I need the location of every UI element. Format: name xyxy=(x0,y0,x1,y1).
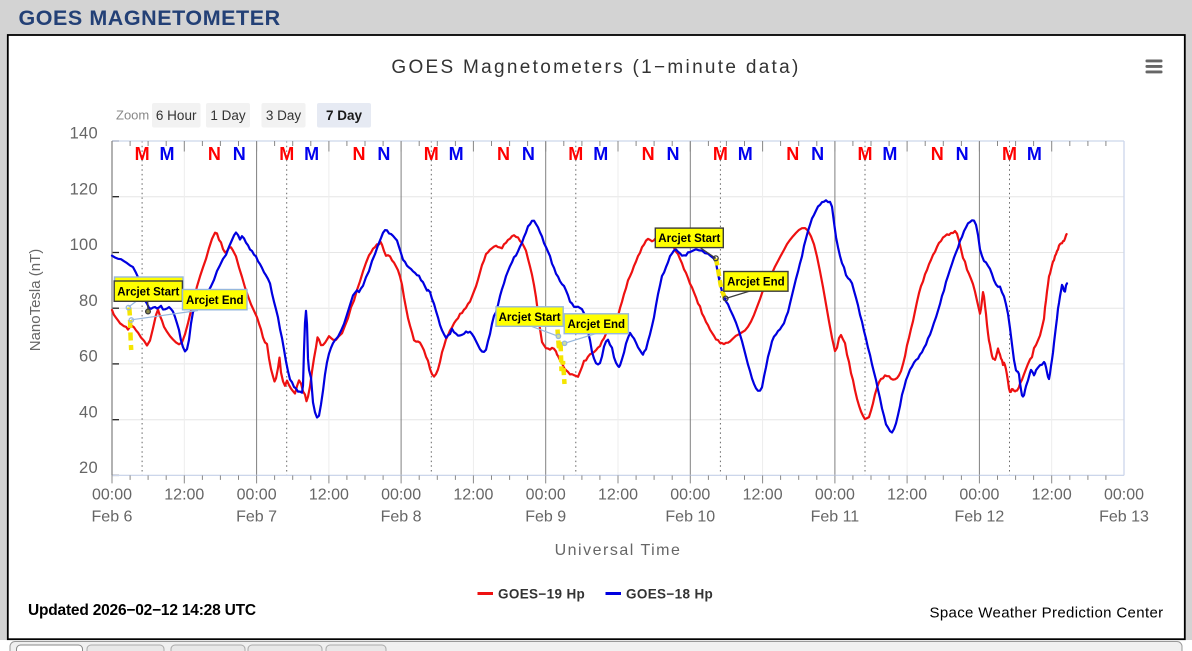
svg-text:N: N xyxy=(377,144,390,164)
svg-text:12:00: 12:00 xyxy=(743,486,783,503)
svg-text:00:00: 00:00 xyxy=(815,486,855,503)
svg-text:Arcjet End: Arcjet End xyxy=(186,295,244,307)
svg-text:00:00: 00:00 xyxy=(670,486,710,503)
svg-text:120: 120 xyxy=(70,180,98,198)
svg-text:GOES−19 Hp: GOES−19 Hp xyxy=(498,587,585,602)
svg-text:00:00: 00:00 xyxy=(92,486,132,503)
svg-text:Arcjet Start: Arcjet Start xyxy=(499,312,561,324)
svg-text:M: M xyxy=(279,144,294,164)
svg-text:12:00: 12:00 xyxy=(598,486,638,503)
svg-text:Arcjet Start: Arcjet Start xyxy=(117,286,179,298)
svg-text:M: M xyxy=(882,144,897,164)
svg-text:M: M xyxy=(738,144,753,164)
svg-text:Arcjet Start: Arcjet Start xyxy=(658,233,720,245)
svg-text:12:00: 12:00 xyxy=(887,486,927,503)
svg-text:00:00: 00:00 xyxy=(1104,486,1144,503)
svg-text:6 Hour: 6 Hour xyxy=(156,108,197,123)
svg-text:Space Weather Prediction Cente: Space Weather Prediction Center xyxy=(929,605,1163,622)
svg-text:M: M xyxy=(1027,144,1042,164)
svg-text:M: M xyxy=(593,144,608,164)
svg-text:00:00: 00:00 xyxy=(959,486,999,503)
svg-text:N: N xyxy=(642,144,655,164)
svg-text:3 Day: 3 Day xyxy=(266,108,302,123)
svg-text:Feb 13: Feb 13 xyxy=(1099,508,1149,525)
svg-text:N: N xyxy=(497,144,510,164)
svg-text:140: 140 xyxy=(70,125,98,143)
svg-text:100: 100 xyxy=(70,236,98,254)
svg-text:M: M xyxy=(449,144,464,164)
svg-text:GOES MAGNETOMETER: GOES MAGNETOMETER xyxy=(19,6,281,30)
svg-text:12:00: 12:00 xyxy=(309,486,349,503)
svg-text:Feb 11: Feb 11 xyxy=(811,508,860,525)
svg-text:Updated 2026−02−12 14:28 UTC: Updated 2026−02−12 14:28 UTC xyxy=(28,602,256,619)
svg-text:N: N xyxy=(811,144,824,164)
svg-text:N: N xyxy=(667,144,680,164)
svg-text:Feb 12: Feb 12 xyxy=(954,508,1004,525)
svg-text:M: M xyxy=(160,144,175,164)
svg-text:M: M xyxy=(135,144,150,164)
svg-text:M: M xyxy=(858,144,873,164)
svg-text:Feb 8: Feb 8 xyxy=(381,508,422,525)
svg-text:N: N xyxy=(233,144,246,164)
svg-text:N: N xyxy=(931,144,944,164)
svg-text:12:00: 12:00 xyxy=(1032,486,1072,503)
svg-text:40: 40 xyxy=(79,403,98,421)
svg-text:20: 20 xyxy=(79,459,98,477)
svg-text:1 Day: 1 Day xyxy=(210,108,246,123)
svg-text:00:00: 00:00 xyxy=(237,486,277,503)
svg-text:GOES−18 Hp: GOES−18 Hp xyxy=(626,587,713,602)
svg-text:M: M xyxy=(304,144,319,164)
svg-text:M: M xyxy=(424,144,439,164)
svg-text:N: N xyxy=(522,144,535,164)
svg-text:M: M xyxy=(713,144,728,164)
svg-text:N: N xyxy=(956,144,969,164)
svg-text:N: N xyxy=(208,144,221,164)
svg-text:00:00: 00:00 xyxy=(526,486,566,503)
svg-text:Zoom: Zoom xyxy=(116,108,149,123)
svg-text:Feb 9: Feb 9 xyxy=(525,508,566,525)
svg-text:Universal Time: Universal Time xyxy=(555,542,682,559)
svg-text:00:00: 00:00 xyxy=(381,486,421,503)
svg-text:60: 60 xyxy=(79,348,98,366)
svg-text:N: N xyxy=(786,144,799,164)
svg-text:12:00: 12:00 xyxy=(453,486,493,503)
svg-text:Feb 6: Feb 6 xyxy=(92,508,133,525)
svg-text:N: N xyxy=(353,144,366,164)
svg-text:GOES Magnetometers (1−minute d: GOES Magnetometers (1−minute data) xyxy=(391,57,800,78)
svg-text:7 Day: 7 Day xyxy=(326,108,363,123)
svg-text:M: M xyxy=(568,144,583,164)
svg-text:Arcjet End: Arcjet End xyxy=(568,319,626,331)
svg-text:Feb 10: Feb 10 xyxy=(665,508,715,525)
svg-text:12:00: 12:00 xyxy=(164,486,204,503)
svg-text:80: 80 xyxy=(79,292,98,310)
svg-text:M: M xyxy=(1002,144,1017,164)
svg-text:NanoTesla (nT): NanoTesla (nT) xyxy=(27,249,44,352)
svg-text:Arcjet End: Arcjet End xyxy=(727,277,785,289)
svg-text:Feb 7: Feb 7 xyxy=(236,508,277,525)
